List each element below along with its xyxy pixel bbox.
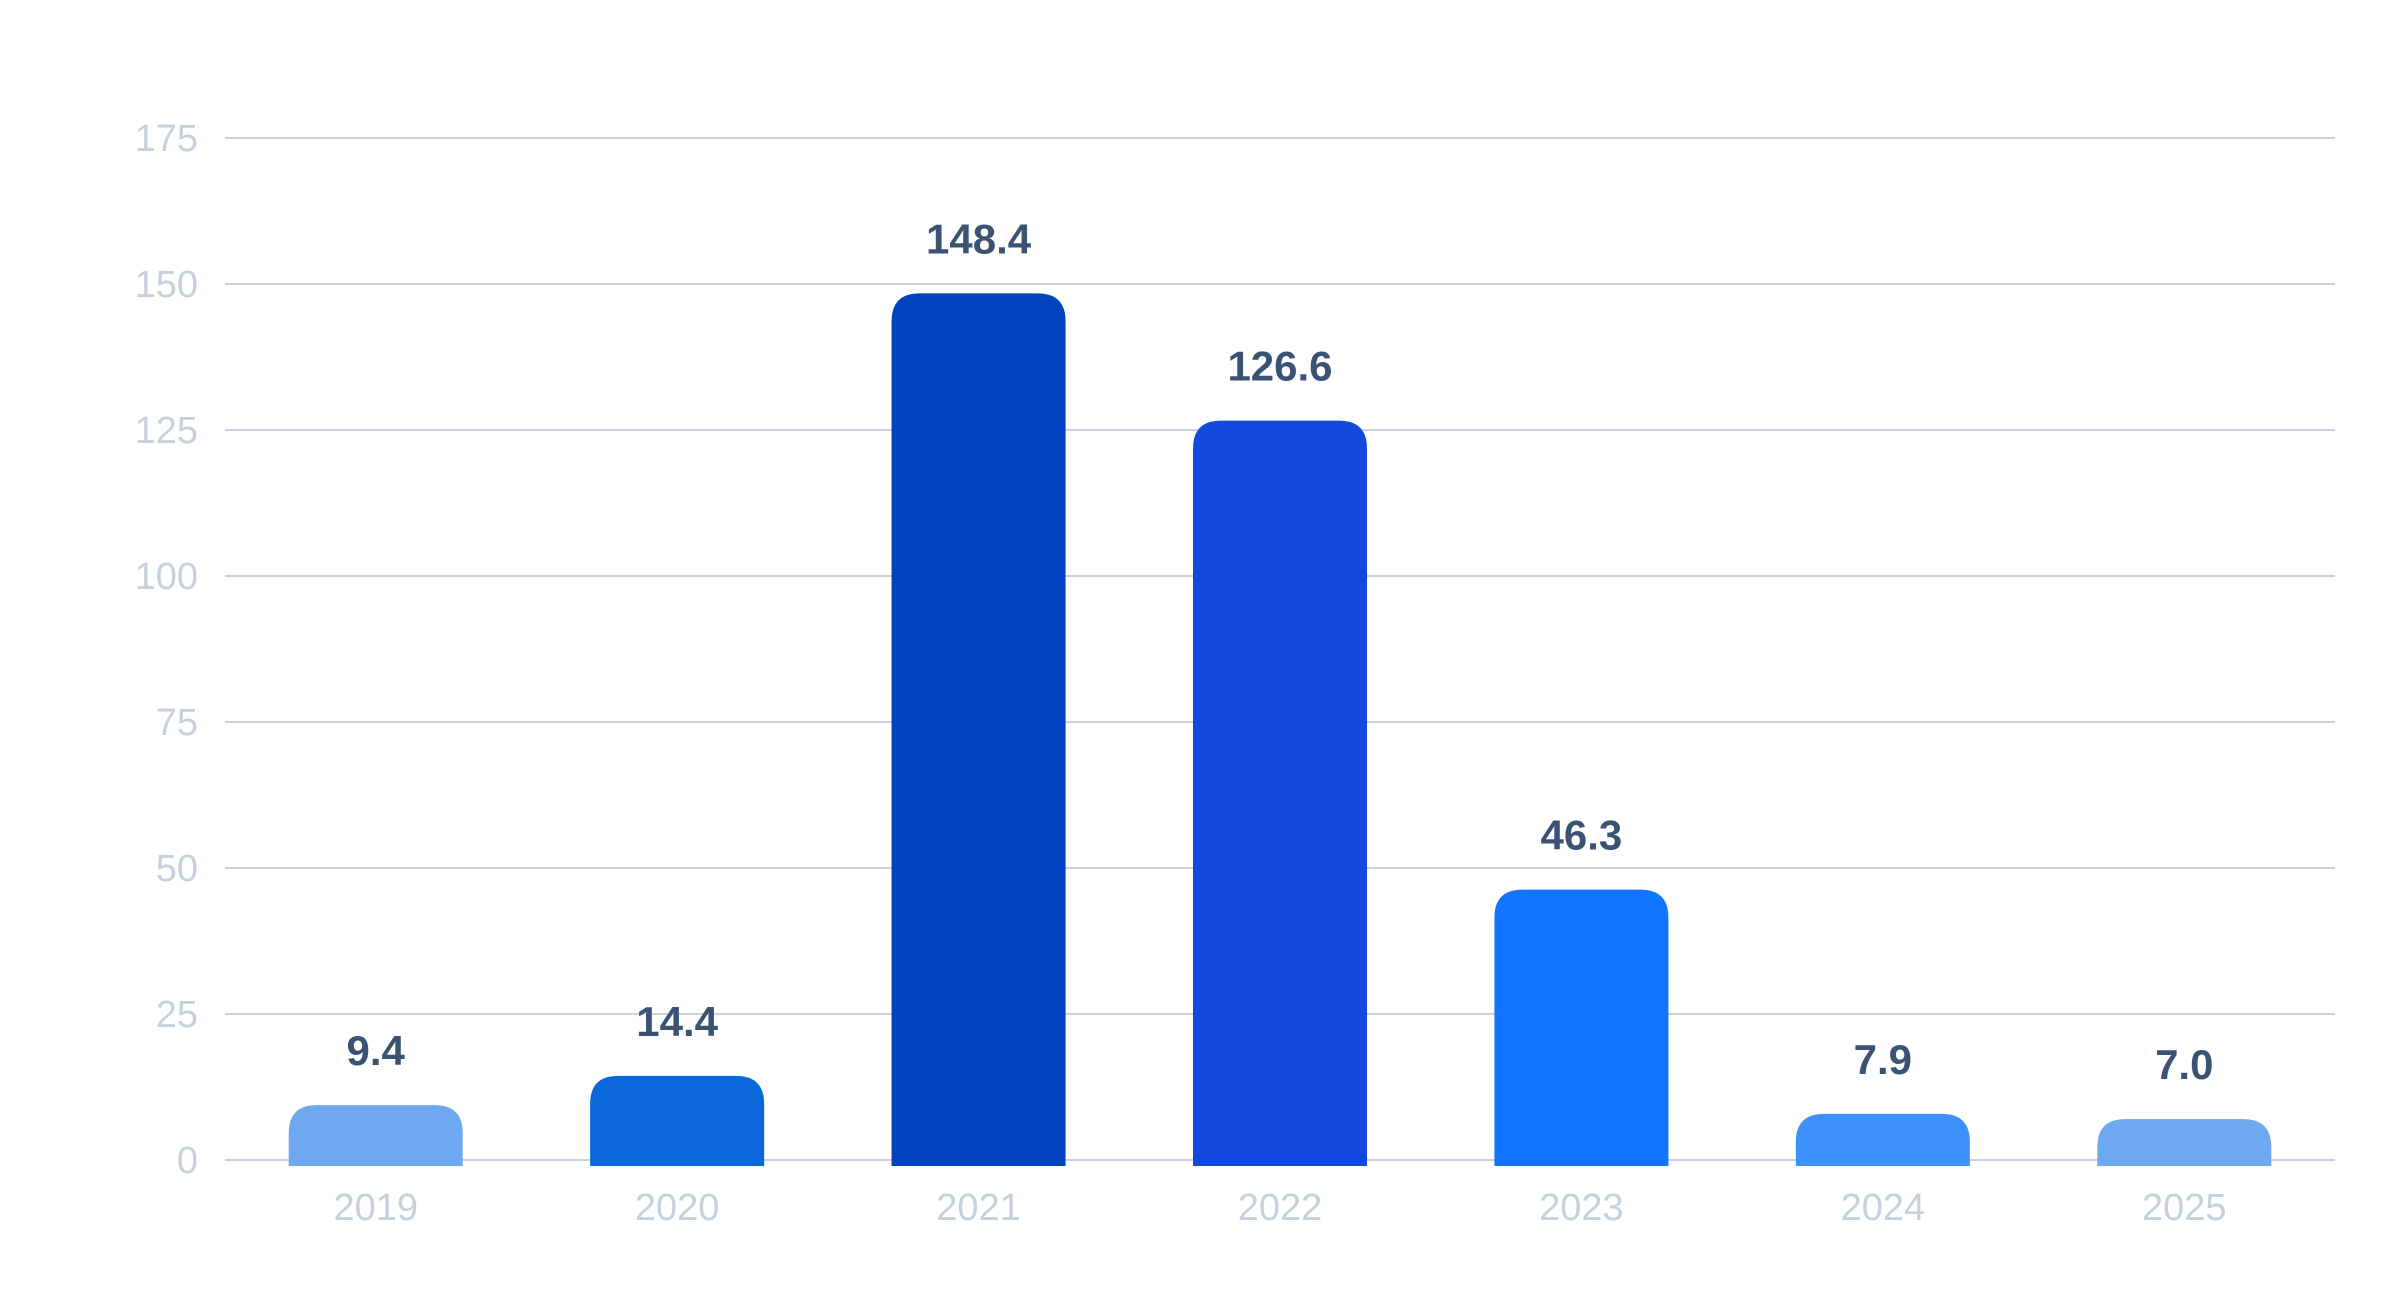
data-label-2024: 7.9	[1854, 1036, 1912, 1083]
data-label-2022: 126.6	[1227, 343, 1332, 390]
bar-2024	[1795, 1113, 1970, 1166]
y-tick-label: 25	[156, 994, 198, 1036]
bar-2022	[1193, 420, 1367, 1166]
bar-2021	[891, 293, 1066, 1166]
bar-2025	[2097, 1119, 2272, 1166]
bar-2019	[288, 1105, 463, 1166]
data-label-2021: 148.4	[926, 215, 1032, 262]
y-tick-label: 175	[135, 118, 198, 160]
data-label-2025: 7.0	[2155, 1041, 2213, 1088]
x-tick-label-2020: 2020	[635, 1187, 720, 1229]
y-tick-label: 75	[156, 702, 198, 744]
y-tick-label: 0	[177, 1140, 198, 1182]
x-tick-label-2021: 2021	[936, 1187, 1021, 1229]
data-label-2020: 14.4	[636, 998, 718, 1045]
y-axis-ticks: 0 25 50 75 100 125 150 175	[135, 118, 198, 1182]
data-label-2019: 9.4	[347, 1027, 406, 1074]
x-tick-label-2019: 2019	[333, 1187, 418, 1229]
y-tick-label: 100	[135, 556, 198, 598]
x-tick-label-2025: 2025	[2142, 1187, 2227, 1229]
y-tick-label: 50	[156, 848, 198, 890]
x-tick-label-2022: 2022	[1238, 1187, 1323, 1229]
x-tick-label-2024: 2024	[1841, 1187, 1926, 1229]
data-labels: 9.4 14.4 148.4 126.6 46.3 7.9 7.0	[347, 215, 2214, 1088]
bar-2023	[1494, 889, 1669, 1166]
x-axis-ticks: 2019 2020 2021 2022 2023 2024 2025	[333, 1187, 2226, 1229]
y-tick-label: 125	[135, 410, 198, 452]
data-label-2023: 46.3	[1541, 812, 1623, 859]
bar-2020	[590, 1075, 765, 1166]
y-tick-label: 150	[135, 264, 198, 306]
x-tick-label-2023: 2023	[1539, 1187, 1624, 1229]
bars	[288, 293, 2272, 1166]
